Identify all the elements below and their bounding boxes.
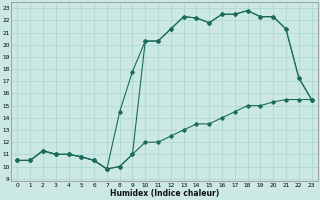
X-axis label: Humidex (Indice chaleur): Humidex (Indice chaleur) [110,189,219,198]
